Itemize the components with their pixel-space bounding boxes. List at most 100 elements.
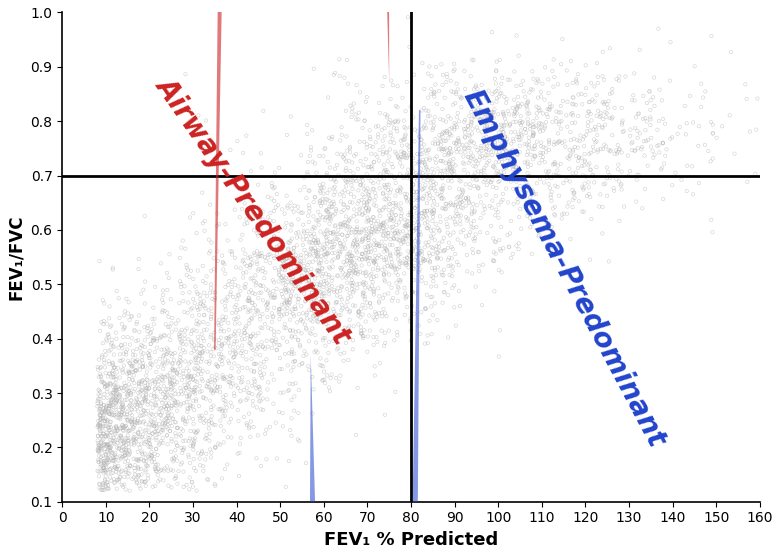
Point <box>177 346 190 355</box>
Point <box>615 185 628 194</box>
Point <box>391 331 403 340</box>
Point <box>373 297 385 306</box>
Point <box>381 217 393 226</box>
Point <box>354 204 367 213</box>
Point <box>558 209 570 218</box>
Point <box>299 320 311 329</box>
Point <box>360 140 373 148</box>
Point <box>116 436 129 445</box>
Point <box>144 391 157 400</box>
Point <box>436 173 448 182</box>
Point <box>121 345 133 354</box>
Point <box>615 180 628 188</box>
Point <box>224 247 236 256</box>
Point <box>360 248 372 257</box>
Point <box>499 132 512 141</box>
Point <box>219 390 232 399</box>
Point <box>292 335 304 344</box>
Point <box>183 366 195 375</box>
Point <box>584 193 597 202</box>
Point <box>283 253 296 262</box>
Point <box>381 229 394 238</box>
Point <box>268 232 280 241</box>
Point <box>287 363 300 371</box>
Point <box>453 185 466 193</box>
Point <box>438 288 451 297</box>
Point <box>130 394 143 403</box>
Point <box>616 127 629 136</box>
Point <box>232 384 244 393</box>
Point <box>487 144 499 153</box>
Point <box>424 251 436 260</box>
Point <box>345 261 357 270</box>
Point <box>172 390 185 399</box>
Point <box>108 450 121 459</box>
Point <box>352 186 364 195</box>
Point <box>362 190 374 198</box>
Point <box>225 382 237 391</box>
Point <box>105 436 118 445</box>
Point <box>190 428 202 437</box>
Point <box>424 183 437 192</box>
Point <box>463 112 476 121</box>
Point <box>385 296 398 305</box>
Point <box>333 190 346 199</box>
Point <box>427 273 439 282</box>
Point <box>109 390 122 399</box>
Point <box>633 45 646 54</box>
Point <box>201 475 214 484</box>
Point <box>252 307 264 316</box>
Point <box>311 280 324 289</box>
Point <box>502 153 514 162</box>
Point <box>135 340 147 349</box>
Point <box>588 178 601 187</box>
Point <box>220 313 232 322</box>
Point <box>144 358 157 367</box>
Point <box>426 126 438 135</box>
Point <box>465 148 477 157</box>
Point <box>515 81 527 90</box>
Point <box>186 326 198 335</box>
Point <box>542 75 555 84</box>
Point <box>310 239 322 247</box>
Point <box>232 471 245 480</box>
Point <box>237 273 250 282</box>
Point <box>559 142 572 151</box>
Point <box>104 473 116 482</box>
Point <box>513 118 526 127</box>
Point <box>413 321 425 330</box>
Point <box>532 77 544 86</box>
Point <box>400 153 413 162</box>
Point <box>176 375 188 384</box>
Point <box>333 55 346 64</box>
Point <box>126 474 139 483</box>
Point <box>168 380 181 389</box>
Point <box>211 361 223 370</box>
Point <box>484 110 497 119</box>
Point <box>418 209 431 218</box>
Point <box>243 319 255 328</box>
Point <box>285 255 298 264</box>
Point <box>95 378 108 386</box>
Point <box>367 332 380 341</box>
Point <box>431 200 444 209</box>
Point <box>420 211 432 220</box>
Point <box>450 138 463 147</box>
Point <box>216 373 229 382</box>
Point <box>454 195 466 204</box>
Point <box>601 191 613 200</box>
Point <box>119 423 131 431</box>
Point <box>165 401 178 410</box>
Point <box>370 254 383 262</box>
Point <box>275 286 288 295</box>
Point <box>213 220 225 229</box>
Point <box>596 229 608 238</box>
Point <box>347 322 360 331</box>
Point <box>96 353 108 362</box>
Point <box>357 292 370 301</box>
Point <box>397 238 410 247</box>
Point <box>307 295 320 304</box>
Point <box>311 348 324 357</box>
Point <box>467 161 480 170</box>
Point <box>99 416 112 425</box>
